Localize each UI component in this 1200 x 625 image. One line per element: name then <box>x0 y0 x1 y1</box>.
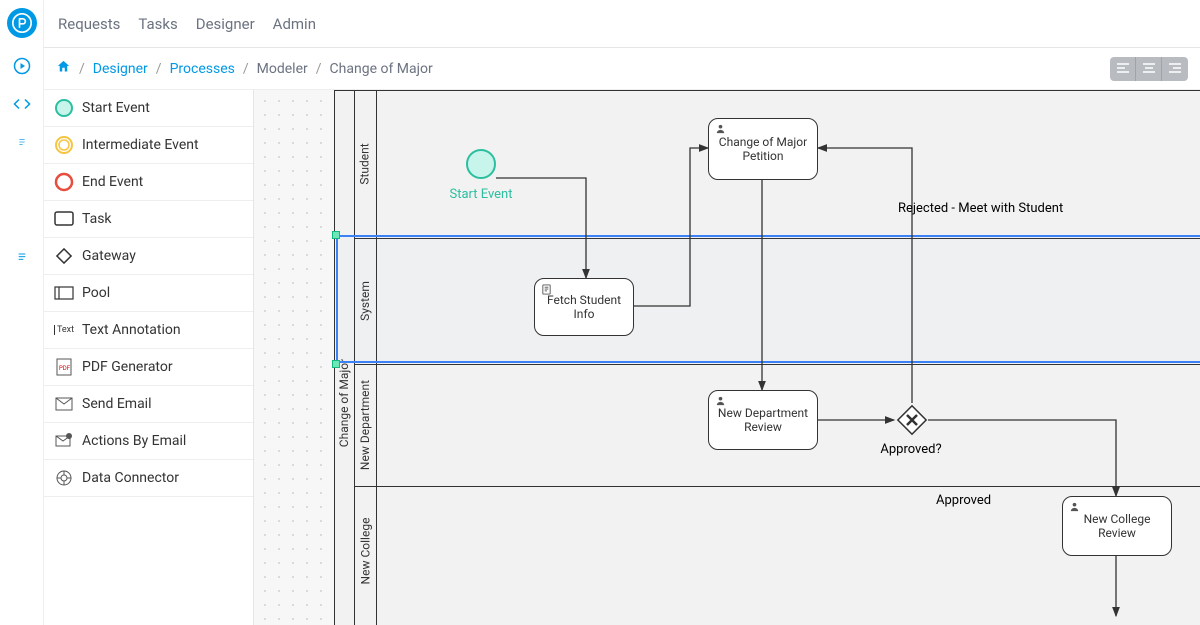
crumb-current: Change of Major <box>330 61 433 77</box>
task-icon <box>54 209 74 229</box>
node-start[interactable] <box>466 149 496 179</box>
play-icon[interactable] <box>12 56 32 76</box>
nav-requests[interactable]: Requests <box>58 15 120 33</box>
lane-label-newcollege: New College <box>358 518 372 585</box>
palette-end-event[interactable]: End Event <box>44 164 253 201</box>
nav-tasks[interactable]: Tasks <box>138 15 177 33</box>
left-sidebar <box>0 0 44 625</box>
node-fetch[interactable]: Fetch Student Info <box>534 278 634 336</box>
code-icon[interactable] <box>12 94 32 114</box>
gateway-icon <box>54 246 74 266</box>
node-petition[interactable]: Change of Major Petition <box>708 118 818 180</box>
pool-icon <box>54 283 74 303</box>
logo[interactable] <box>7 8 37 38</box>
align-right-button[interactable] <box>1162 57 1188 81</box>
top-nav: Requests Tasks Designer Admin <box>44 0 1200 48</box>
lane-label-system: System <box>358 281 372 321</box>
home-icon[interactable] <box>56 59 71 78</box>
palette-actions-email[interactable]: Actions By Email <box>44 423 253 460</box>
intermediate-event-icon <box>54 135 74 155</box>
palette-intermediate-event[interactable]: Intermediate Event <box>44 127 253 164</box>
palette-pdf[interactable]: PDFPDF Generator <box>44 349 253 386</box>
node-deptreview[interactable]: New Department Review <box>708 390 818 450</box>
align-left-button[interactable] <box>1110 57 1136 81</box>
text-annotation-icon: Text <box>54 320 74 340</box>
element-palette: Start Event Intermediate Event End Event… <box>44 90 254 625</box>
document-icon[interactable] <box>12 132 32 152</box>
lane-label-student: Student <box>358 143 372 184</box>
align-button-group <box>1110 57 1188 81</box>
actions-email-icon <box>54 431 74 451</box>
pool-label: Change of Major <box>337 358 351 446</box>
palette-task[interactable]: Task <box>44 201 253 238</box>
nav-admin[interactable]: Admin <box>273 15 316 33</box>
crumb-designer[interactable]: Designer <box>93 61 148 77</box>
pdf-icon: PDF <box>54 357 74 377</box>
palette-pool[interactable]: Pool <box>44 275 253 312</box>
palette-email[interactable]: Send Email <box>44 386 253 423</box>
node-collegereview[interactable]: New College Review <box>1062 496 1172 556</box>
lock-icon[interactable] <box>12 170 32 190</box>
nav-designer[interactable]: Designer <box>196 15 255 33</box>
align-center-button[interactable] <box>1136 57 1162 81</box>
palette-text-annotation[interactable]: TextText Annotation <box>44 312 253 349</box>
palette-gateway[interactable]: Gateway <box>44 238 253 275</box>
list-icon[interactable] <box>12 246 32 266</box>
canvas[interactable]: Change of Major Student System New Departme… <box>254 90 1200 625</box>
node-gw1[interactable] <box>896 404 928 436</box>
gear-icon[interactable] <box>12 208 32 228</box>
palette-data-connector[interactable]: Data Connector <box>44 460 253 497</box>
data-connector-icon <box>54 468 74 488</box>
crumb-modeler: Modeler <box>257 61 308 77</box>
email-icon <box>54 394 74 414</box>
lane-label-newdept: New Department <box>358 380 372 470</box>
crumb-processes[interactable]: Processes <box>170 61 235 77</box>
start-event-icon <box>54 98 74 118</box>
end-event-icon <box>54 172 74 192</box>
breadcrumb: / Designer / Processes / Modeler / Chang… <box>56 59 433 78</box>
palette-start-event[interactable]: Start Event <box>44 90 253 127</box>
svg-text:PDF: PDF <box>59 365 71 372</box>
